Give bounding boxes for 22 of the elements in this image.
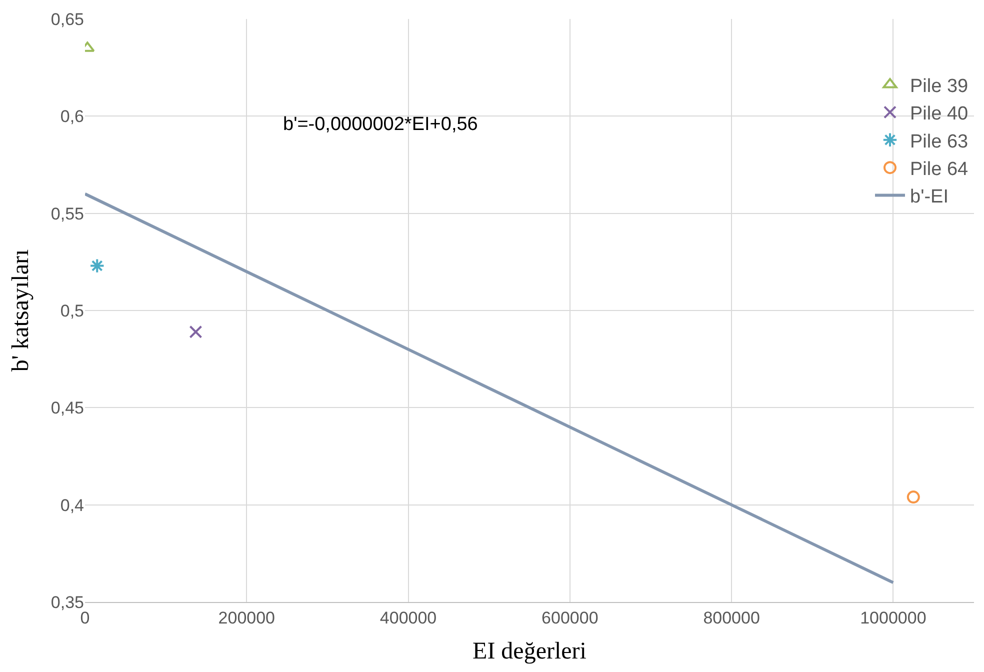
legend-label: Pile 64 bbox=[910, 159, 969, 180]
legend-label: Pile 39 bbox=[910, 76, 968, 97]
legend-label: Pile 63 bbox=[910, 131, 968, 152]
y-tick-label: 0,4 bbox=[60, 496, 84, 515]
x-tick-label: 600000 bbox=[542, 608, 598, 628]
x-axis-title: EI değerleri bbox=[472, 638, 587, 665]
x-tick-label: 800000 bbox=[703, 608, 760, 628]
x-tick-label: 400000 bbox=[380, 608, 437, 628]
y-axis-title: b' katsayıları bbox=[8, 249, 34, 372]
legend-label: Pile 40 bbox=[910, 104, 968, 125]
point bbox=[189, 325, 202, 338]
legend-label: b'-EI bbox=[910, 186, 948, 208]
point bbox=[90, 258, 105, 274]
y-tick-label: 0,65 bbox=[50, 10, 84, 29]
y-tick-label: 0,6 bbox=[60, 107, 84, 126]
point bbox=[906, 490, 920, 504]
x-tick-label: 200000 bbox=[218, 608, 276, 628]
y-tick-label: 0,5 bbox=[60, 301, 84, 320]
y-tick-label: 0,45 bbox=[50, 398, 84, 418]
x-tick-label: 1000000 bbox=[860, 608, 926, 628]
y-tick-label: 0,55 bbox=[50, 204, 84, 224]
annotation: b'=-0,0000002*EI+0,56 bbox=[283, 114, 478, 135]
